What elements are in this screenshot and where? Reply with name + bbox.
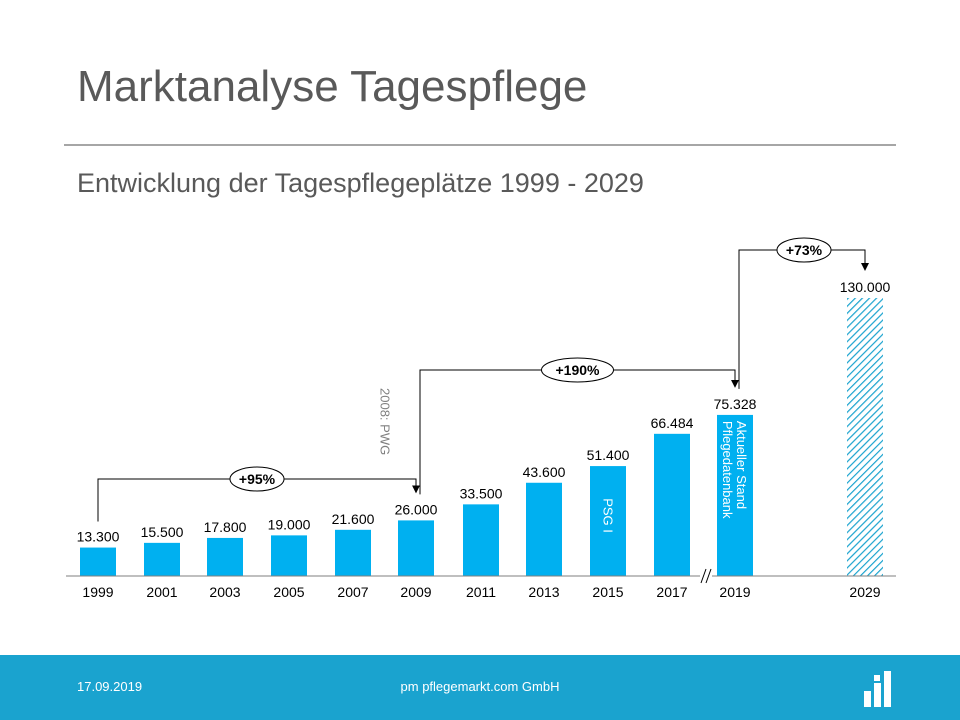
- growth-badge-+73%: [776, 237, 832, 263]
- tick-label-2011: 2011: [466, 584, 496, 600]
- tick-label-2019: 2019: [719, 584, 750, 600]
- tick-label-2029: 2029: [849, 584, 880, 600]
- tick-label-2003: 2003: [209, 584, 240, 600]
- value-label-2007: 21.600: [332, 511, 375, 527]
- bar-2015: [590, 466, 626, 576]
- value-label-2015: 51.400: [587, 447, 630, 463]
- bar-1999: [80, 547, 116, 576]
- growth-label-1999-2009: +95%: [239, 471, 276, 487]
- axis-break-marker: [700, 568, 712, 584]
- value-label-2013: 43.600: [523, 464, 566, 480]
- value-label-2003: 17.800: [204, 519, 247, 535]
- title-divider: [64, 144, 896, 146]
- page-title: Marktanalyse Tagespflege: [77, 62, 588, 111]
- tick-label-2005: 2005: [273, 584, 304, 600]
- value-label-2011: 33.500: [460, 485, 503, 501]
- value-label-1999: 13.300: [77, 529, 120, 545]
- side-annotation-pwg: 2008: PWG: [378, 388, 393, 455]
- value-label-2009: 26.000: [395, 501, 438, 517]
- chart-subtitle: Entwicklung der Tagespflegeplätze 1999 -…: [77, 168, 644, 198]
- bar-annotation-line: Aktueller Stand: [734, 421, 749, 509]
- bar-2029: [847, 298, 883, 576]
- tick-label-2001: 2001: [146, 584, 177, 600]
- value-label-2005: 19.000: [268, 516, 311, 532]
- bar-2007: [335, 529, 371, 576]
- value-label-2019: 75.328: [714, 396, 757, 412]
- bar-2019: [717, 414, 753, 576]
- growth-label-2009-2019: +190%: [556, 362, 601, 378]
- bar-2005: [271, 535, 307, 576]
- bar-2003: [207, 537, 243, 576]
- bar-chart: +95% +190% +73% 13.300 1999 15.500 2001 17.800…: [66, 237, 896, 600]
- value-label-2017: 66.484: [651, 415, 694, 431]
- bar-2017: [654, 433, 690, 576]
- footer-company: pm pflegemarkt.com GmbH: [400, 679, 560, 694]
- bar-2001: [144, 542, 180, 576]
- footer-date: 17.09.2019: [77, 679, 143, 694]
- tick-label-1999: 1999: [82, 584, 113, 600]
- growth-badge-+190%: [541, 357, 614, 383]
- bar-annotation-line: Pflegedatenbank: [720, 421, 735, 519]
- tick-label-2009: 2009: [400, 584, 431, 600]
- value-label-2029: 130.000: [840, 279, 891, 295]
- footer-bar: 17.09.2019 pm pflegemarkt.com GmbH: [0, 655, 960, 720]
- value-label-2001: 15.500: [141, 524, 184, 540]
- growth-bracket-2019-2029: [738, 249, 869, 389]
- bar-2013: [526, 482, 562, 576]
- tick-label-2015: 2015: [592, 584, 623, 600]
- bar-annotation-2019: Aktueller StandPflegedatenbank: [720, 421, 749, 519]
- growth-label-2019-2029: +73%: [786, 242, 823, 258]
- tick-label-2007: 2007: [337, 584, 368, 600]
- bar-annotation-2015: PSG I: [601, 498, 616, 533]
- tick-label-2017: 2017: [656, 584, 687, 600]
- tick-label-2013: 2013: [528, 584, 559, 600]
- bar-chart-logo-icon: [864, 671, 891, 707]
- bar-2009: [398, 520, 434, 576]
- bar-2011: [463, 504, 499, 576]
- growth-badge-+95%: [229, 466, 285, 492]
